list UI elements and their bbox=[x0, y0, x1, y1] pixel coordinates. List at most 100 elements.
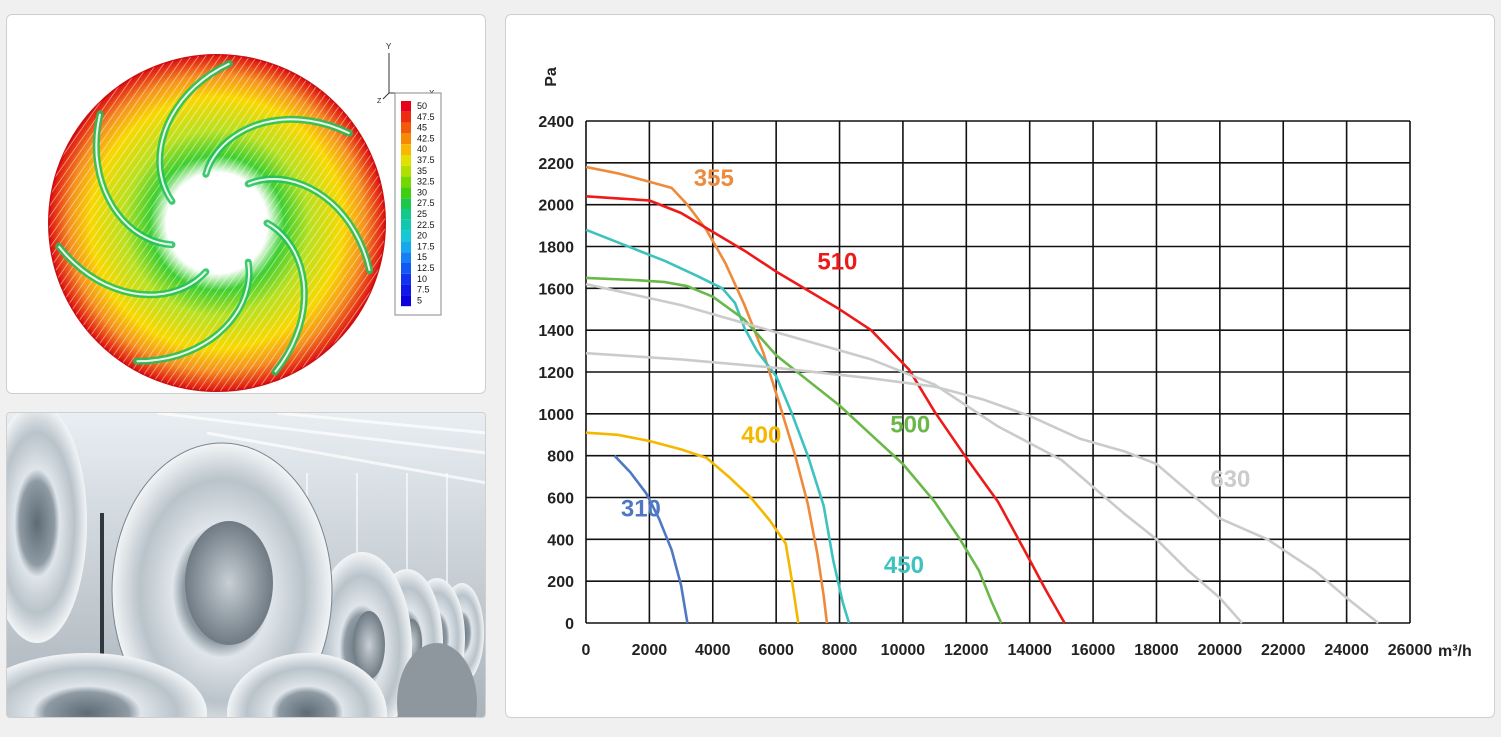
x-tick-label: 2000 bbox=[632, 642, 668, 659]
legend-swatch bbox=[401, 219, 411, 231]
x-tick-label: 6000 bbox=[758, 642, 794, 659]
blade-gap bbox=[266, 222, 306, 373]
x-tick-label: 10000 bbox=[881, 642, 926, 659]
x-tick-label: 16000 bbox=[1071, 642, 1116, 659]
series-line-450 bbox=[585, 228, 851, 624]
blade-gap bbox=[136, 261, 251, 363]
blade-gap bbox=[204, 118, 350, 175]
series-label-400: 400 bbox=[741, 422, 781, 449]
impeller-disc bbox=[48, 54, 386, 392]
legend-value: 25 bbox=[417, 209, 427, 219]
legend-value: 7.5 bbox=[417, 285, 430, 295]
legend-value: 10 bbox=[417, 274, 427, 284]
x-tick-label: 22000 bbox=[1261, 642, 1306, 659]
series-labels: 310 355 400 450 500 510 630 bbox=[621, 165, 1251, 579]
x-axis-label: m³/h bbox=[1438, 643, 1472, 660]
legend-value: 30 bbox=[417, 187, 427, 197]
legend-value: 15 bbox=[417, 252, 427, 262]
legend-swatch bbox=[401, 165, 411, 177]
legend-value: 32.5 bbox=[417, 177, 435, 187]
y-axis-ticks: 0 200 400 600 800 1000 1200 1400 1600 1800 2000 220… bbox=[538, 114, 574, 633]
legend-value: 35 bbox=[417, 166, 427, 176]
legend-value: 45 bbox=[417, 123, 427, 133]
x-tick-label: 12000 bbox=[944, 642, 989, 659]
legend-value: 5 bbox=[417, 295, 422, 305]
y-tick-label: 1200 bbox=[538, 365, 574, 382]
series-label-630: 630 bbox=[1210, 466, 1250, 493]
legend-value: 22.5 bbox=[417, 220, 435, 230]
y-tick-label: 0 bbox=[565, 616, 574, 633]
series-line-unlabeled bbox=[585, 351, 1380, 625]
series-line-510 bbox=[585, 195, 1066, 624]
blade-gap bbox=[158, 62, 230, 202]
legend-value: 12.5 bbox=[417, 263, 435, 273]
legend-value: 40 bbox=[417, 144, 427, 154]
legend-swatch bbox=[401, 176, 411, 188]
x-axis-ticks: 0 2000 4000 6000 8000 10000 12000 14000 16000 180… bbox=[582, 642, 1433, 659]
legend-value: 17.5 bbox=[417, 241, 435, 251]
y-axis-label: Pa bbox=[543, 67, 560, 87]
legend-swatch bbox=[401, 122, 411, 134]
series-line-355 bbox=[585, 165, 829, 624]
color-legend: 5047.54542.54037.53532.53027.52522.52017… bbox=[394, 92, 442, 316]
series-line-630 bbox=[585, 282, 1243, 624]
simulation-panel: Y X Z 5047.54542.54037.53532.53027.52522… bbox=[6, 14, 486, 394]
legend-swatch bbox=[401, 284, 411, 296]
series-line-500 bbox=[585, 276, 1003, 624]
legend-value: 20 bbox=[417, 231, 427, 241]
y-tick-label: 2000 bbox=[538, 198, 574, 215]
x-tick-label: 8000 bbox=[822, 642, 858, 659]
chart-series bbox=[585, 165, 1380, 625]
y-tick-label: 400 bbox=[547, 532, 574, 549]
x-tick-label: 0 bbox=[582, 642, 591, 659]
chart-grid bbox=[585, 120, 1411, 624]
fan-curve-chart-panel: 0 200 400 600 800 1000 1200 1400 1600 1800 2000 220… bbox=[505, 14, 1495, 718]
x-tick-label: 26000 bbox=[1388, 642, 1433, 659]
legend-swatch bbox=[401, 252, 411, 263]
x-tick-label: 18000 bbox=[1134, 642, 1179, 659]
legend-swatch bbox=[401, 133, 411, 145]
axis-z-label: Z bbox=[377, 98, 382, 105]
x-tick-label: 4000 bbox=[695, 642, 731, 659]
series-label-355: 355 bbox=[694, 165, 734, 192]
series-label-500: 500 bbox=[890, 412, 930, 439]
velocity-field-plot: Y X Z 5047.54542.54037.53532.53027.52522… bbox=[48, 42, 442, 392]
series-line-310 bbox=[613, 454, 689, 624]
legend-swatch bbox=[401, 273, 411, 285]
axis-y-label: Y bbox=[386, 42, 392, 51]
legend-swatch bbox=[401, 198, 411, 209]
impeller-blades bbox=[55, 60, 374, 376]
y-tick-label: 1800 bbox=[538, 240, 574, 257]
series-label-310: 310 bbox=[621, 495, 661, 522]
series-label-510: 510 bbox=[817, 249, 857, 276]
legend-swatch bbox=[401, 101, 411, 112]
x-tick-label: 20000 bbox=[1198, 642, 1243, 659]
legend-swatch bbox=[401, 230, 411, 242]
x-tick-label: 24000 bbox=[1324, 642, 1369, 659]
y-tick-label: 1600 bbox=[538, 281, 574, 298]
legend-value: 37.5 bbox=[417, 155, 435, 165]
series-line-400 bbox=[585, 431, 800, 624]
legend-swatch bbox=[401, 155, 411, 166]
legend-swatch bbox=[401, 111, 411, 123]
y-tick-label: 800 bbox=[547, 449, 574, 466]
y-tick-label: 2200 bbox=[538, 156, 574, 173]
y-tick-label: 1000 bbox=[538, 407, 574, 424]
legend-value: 42.5 bbox=[417, 133, 435, 143]
fan-performance-chart: 0 200 400 600 800 1000 1200 1400 1600 1800 2000 220… bbox=[538, 67, 1472, 660]
blade-gap bbox=[95, 113, 173, 246]
y-tick-label: 200 bbox=[547, 574, 574, 591]
legend-value: 27.5 bbox=[417, 198, 435, 208]
impeller-hub bbox=[171, 177, 263, 269]
legend-swatch bbox=[401, 144, 411, 155]
x-tick-label: 14000 bbox=[1007, 642, 1052, 659]
y-tick-label: 2400 bbox=[538, 114, 574, 131]
blade-gap bbox=[57, 245, 207, 296]
legend-swatch bbox=[401, 241, 411, 253]
legend-swatch bbox=[401, 263, 411, 274]
steel-coils-image bbox=[7, 413, 485, 717]
blade-gap bbox=[247, 177, 371, 271]
y-tick-label: 1400 bbox=[538, 323, 574, 340]
legend-value: 50 bbox=[417, 101, 427, 111]
y-tick-label: 600 bbox=[547, 491, 574, 508]
